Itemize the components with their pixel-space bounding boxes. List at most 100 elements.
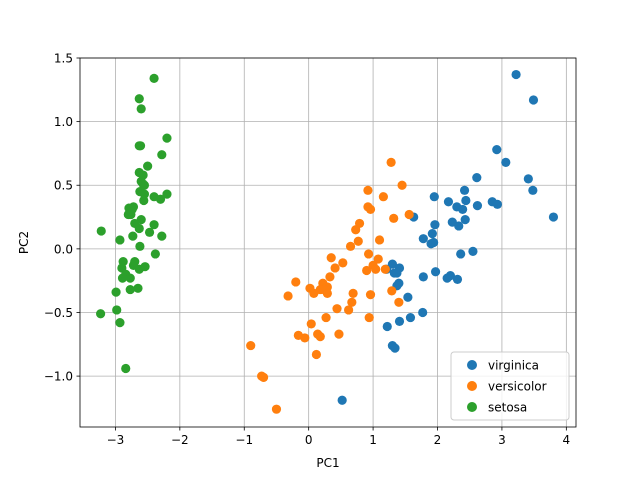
legend-label-virginica: virginica [488,359,539,373]
point-virginica [405,312,416,323]
point-virginica [492,145,502,155]
point-virginica [501,157,511,167]
point-versicolor [387,286,397,296]
point-setosa [125,273,135,283]
point-virginica [382,321,392,332]
point-versicolor [325,272,335,282]
point-virginica [523,174,533,184]
point-versicolor [311,349,322,360]
point-versicolor [365,204,376,215]
point-virginica [418,234,428,244]
point-versicolor [347,297,357,307]
point-virginica [430,267,441,277]
x-tick-label: 1 [369,433,377,447]
point-virginica [394,316,405,326]
x-tick-label: 2 [434,433,442,447]
point-setosa [134,223,144,234]
point-virginica [403,292,413,302]
point-versicolor [348,288,358,298]
y-tick-label: 0.5 [54,179,73,193]
y-tick-label: −1.0 [44,370,73,384]
point-virginica [461,195,471,206]
point-virginica [337,395,347,405]
point-versicolor [326,253,336,263]
data-points [96,69,559,414]
point-virginica [511,69,521,80]
point-virginica [387,259,398,269]
point-virginica [392,268,402,278]
legend-label-versicolor: versicolor [488,380,547,394]
y-axis-ticks: −1.0 −0.5 0.0 0.5 1.0 1.5 [44,52,80,384]
point-setosa [128,231,138,241]
point-versicolor [378,192,388,202]
y-tick-label: 1.5 [54,52,73,66]
point-versicolor [386,157,396,167]
point-virginica [427,228,437,239]
point-versicolor [364,312,374,323]
point-versicolor [394,297,404,307]
point-setosa [155,194,166,204]
point-virginica [429,192,439,202]
point-virginica [548,212,559,222]
point-virginica [418,307,428,318]
y-tick-label: 0.0 [54,242,73,256]
point-virginica [429,237,439,248]
point-setosa [134,264,144,274]
point-setosa [157,150,167,160]
point-setosa [149,73,159,83]
point-virginica [472,173,482,183]
point-versicolor [389,213,399,223]
series-versicolor [246,157,414,414]
y-axis-label: PC2 [17,231,31,254]
point-versicolor [362,265,372,276]
legend: virginica versicolor setosa [450,351,570,421]
point-versicolor [374,235,385,245]
point-versicolor [344,305,354,315]
point-setosa [136,104,146,114]
point-setosa [134,94,144,104]
point-virginica [468,246,478,257]
point-versicolor [397,180,407,190]
point-virginica [458,204,468,215]
point-virginica [460,214,470,225]
point-setosa [150,249,160,259]
point-setosa [96,226,106,236]
point-virginica [454,221,464,231]
y-tick-label: 1.0 [54,115,73,129]
point-versicolor [334,329,344,339]
legend-frame [450,351,570,421]
point-versicolor [345,241,356,251]
point-virginica [492,199,503,209]
point-setosa [144,227,155,237]
point-virginica [418,272,428,282]
x-tick-label: −2 [171,433,189,447]
x-tick-label: 0 [305,433,313,447]
point-versicolor [315,332,325,342]
legend-marker-setosa [467,402,477,412]
point-setosa [126,209,136,220]
point-setosa [96,309,106,319]
point-setosa [125,284,135,295]
axes-frame [79,57,577,428]
point-virginica [456,249,466,259]
x-axis-label: PC1 [316,456,339,470]
point-versicolor [321,312,331,323]
point-versicolor [332,304,342,314]
point-setosa [143,161,153,171]
point-setosa [162,189,172,199]
point-setosa [135,241,145,251]
legend-label-setosa: setosa [488,401,527,415]
point-setosa [112,305,122,315]
point-versicolor [365,290,376,300]
x-tick-label: 4 [563,433,571,447]
point-setosa [133,283,143,293]
point-virginica [443,197,454,207]
point-virginica [430,220,440,230]
point-virginica [472,201,483,211]
point-versicolor [380,264,390,274]
point-versicolor [363,185,373,195]
point-versicolor [271,404,282,414]
point-versicolor [373,254,383,264]
point-versicolor [306,319,316,329]
